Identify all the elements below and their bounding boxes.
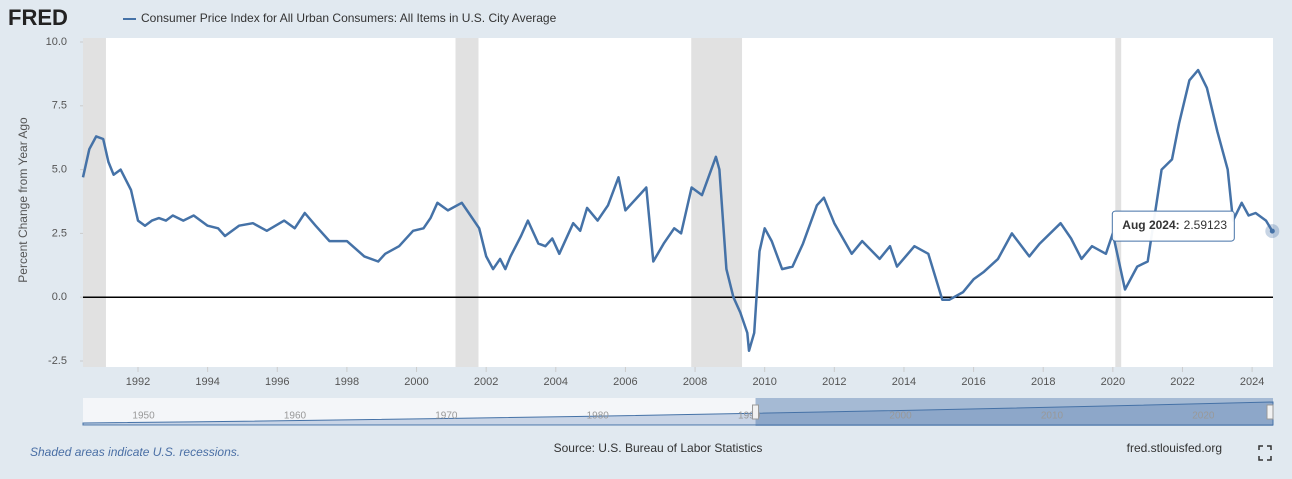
navigator-handle[interactable] <box>1266 404 1274 420</box>
navigator-tick-label: 2020 <box>1192 411 1215 422</box>
recession-note: Shaded areas indicate U.S. recessions. <box>30 445 240 459</box>
site: fred.stlouisfed.org <box>1127 441 1222 455</box>
x-tick-label: 2012 <box>822 376 846 388</box>
tooltip-text: Aug 2024: 2.59123 <box>1122 218 1227 232</box>
x-tick-label: 2004 <box>544 376 568 388</box>
x-tick-label: 1992 <box>126 376 150 388</box>
x-tick-label: 2018 <box>1031 376 1055 388</box>
navigator-tick-label: 2000 <box>889 411 912 422</box>
x-tick-label: 2020 <box>1101 376 1125 388</box>
navigator-tick-label: 1980 <box>587 411 610 422</box>
recession-band <box>83 38 106 367</box>
navigator-tick-label: 1990 <box>738 411 761 422</box>
navigator-tick-label: 1970 <box>435 411 458 422</box>
x-tick-label: 2010 <box>752 376 776 388</box>
tooltip-dot <box>1269 228 1275 234</box>
x-tick-label: 1998 <box>335 376 359 388</box>
x-tick-label: 2014 <box>892 376 916 388</box>
navigator-area <box>82 401 1274 426</box>
source: Source: U.S. Bureau of Labor Statistics <box>554 441 763 455</box>
plot-area <box>83 38 1273 367</box>
recession-band <box>1115 38 1122 367</box>
legend-label: Consumer Price Index for All Urban Consu… <box>141 11 557 25</box>
x-tick-label: 2000 <box>404 376 428 388</box>
x-tick-label: 2022 <box>1170 376 1194 388</box>
series-line <box>81 68 1274 353</box>
navigator-handle[interactable] <box>752 404 760 420</box>
x-tick-label: 1994 <box>195 376 219 388</box>
navigator-selection <box>755 398 1273 426</box>
x-tick-label: 2008 <box>683 376 707 388</box>
y-tick-label: 7.5 <box>52 100 67 112</box>
tooltip-box <box>1111 210 1235 242</box>
x-tick-label: 1996 <box>265 376 289 388</box>
x-tick-label: 2002 <box>474 376 498 388</box>
tooltip-value: 2.59123 <box>1184 218 1228 232</box>
y-axis-label: Percent Change from Year Ago <box>16 117 30 283</box>
recession-band <box>691 38 743 367</box>
y-tick-label: 10.0 <box>46 36 67 48</box>
y-tick-label: 0.0 <box>52 291 67 303</box>
x-tick-label: 2016 <box>961 376 985 388</box>
x-tick-label: 2006 <box>613 376 637 388</box>
brand-logo: FRED <box>8 5 68 30</box>
navigator-tick-label: 1950 <box>132 411 155 422</box>
y-tick-label: -2.5 <box>48 355 67 367</box>
fullscreen-icon[interactable] <box>1258 445 1272 461</box>
tooltip-label: Aug 2024: <box>1122 218 1179 232</box>
navigator-tick-label: 1960 <box>284 411 307 422</box>
navigator-tick-label: 2010 <box>1041 411 1064 422</box>
x-tick-label: 2024 <box>1240 376 1264 388</box>
y-tick-label: 2.5 <box>52 227 67 239</box>
y-tick-label: 5.0 <box>52 164 67 176</box>
recession-band <box>455 38 479 367</box>
